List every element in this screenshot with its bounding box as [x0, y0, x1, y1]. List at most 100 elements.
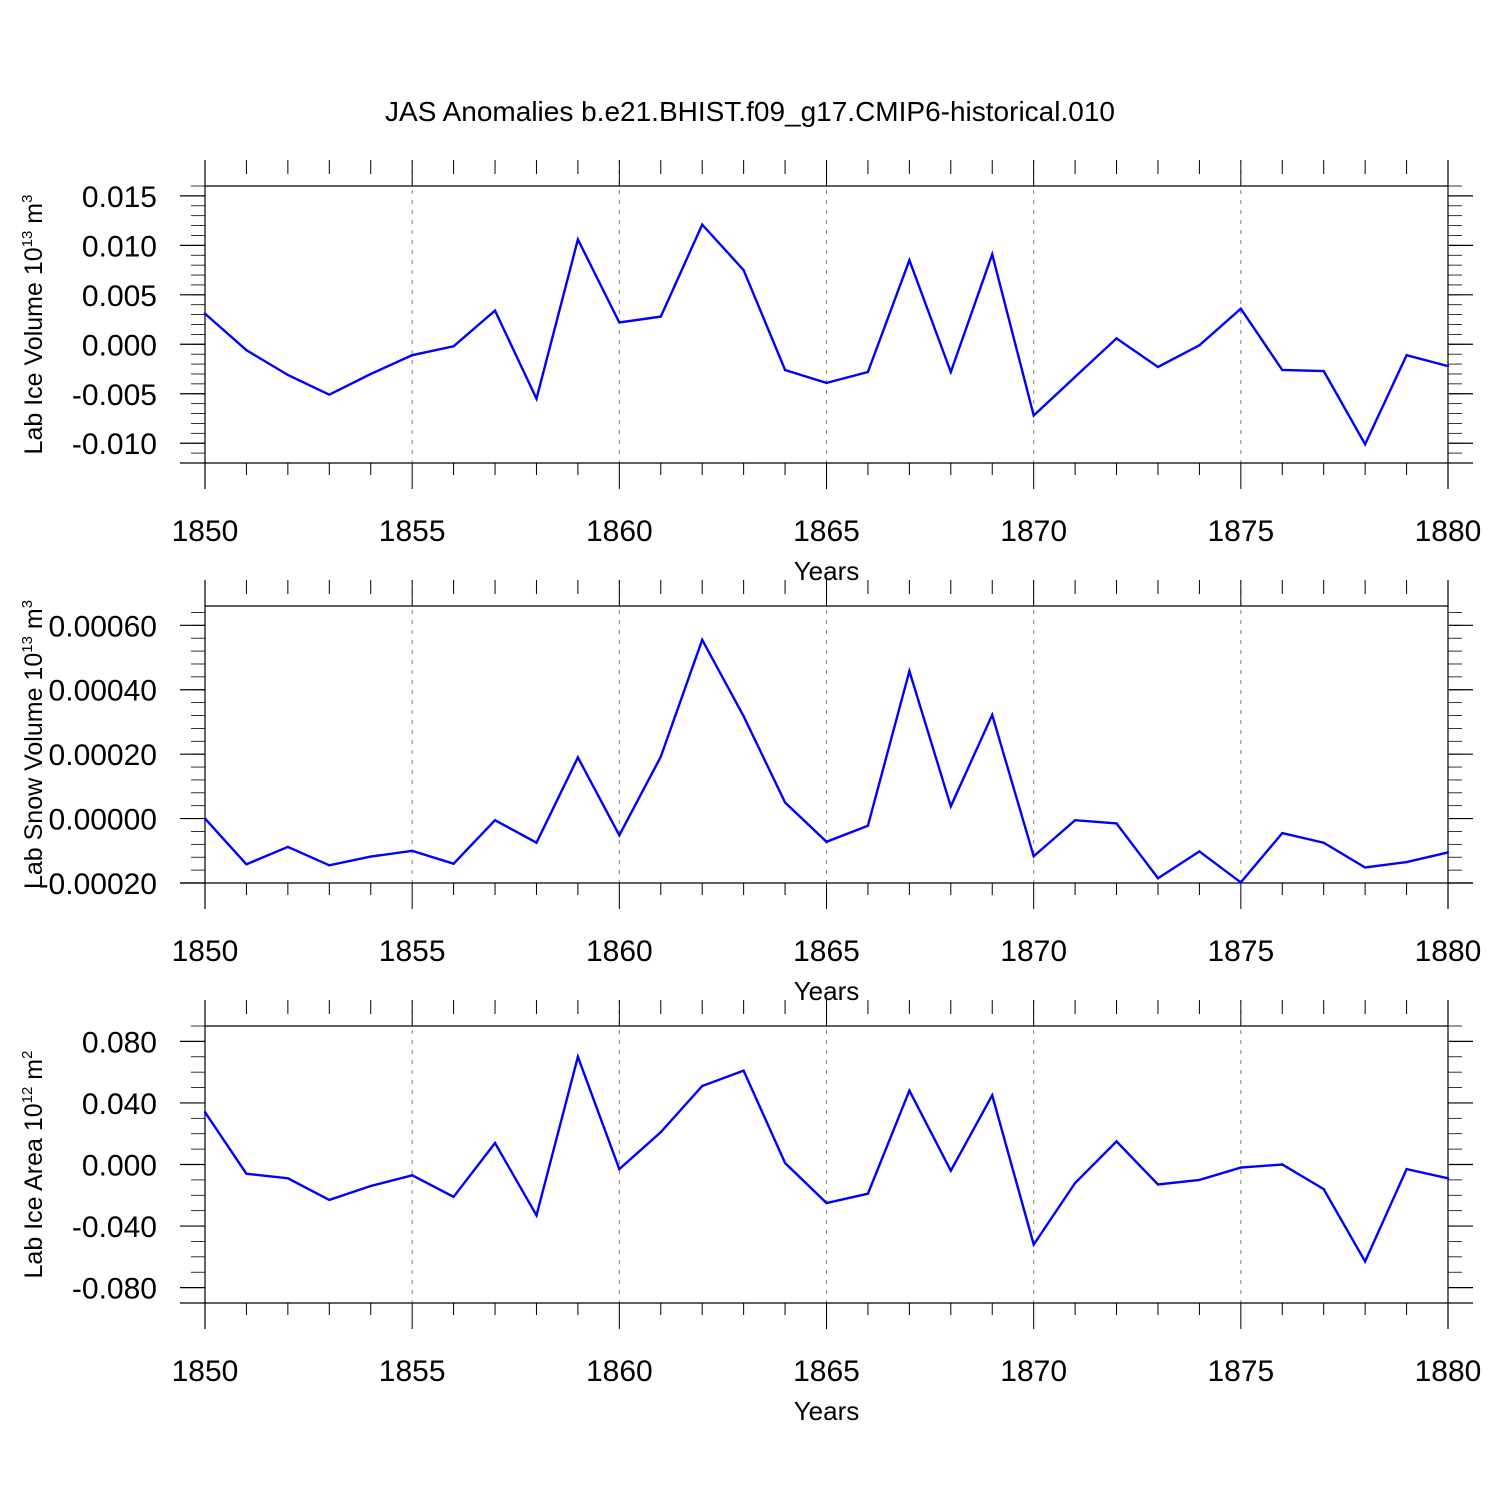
data-point [825, 1201, 828, 1205]
data-point [1032, 855, 1035, 858]
data-point [1405, 860, 1408, 864]
y-tick-label: 0.000 [82, 1150, 157, 1183]
x-tick-label: 1850 [172, 1355, 239, 1388]
data-point [1115, 337, 1118, 340]
x-tick-label: 1860 [586, 1355, 653, 1388]
x-tick-label: 1855 [379, 515, 446, 548]
data-point [1405, 1167, 1408, 1171]
data-point [286, 1177, 290, 1180]
data-point [1446, 1177, 1450, 1180]
x-axis-label: Years [794, 1396, 860, 1426]
data-point [783, 368, 787, 372]
data-point [1239, 307, 1243, 310]
data-point [452, 1195, 455, 1199]
y-axis-label: Lab Snow Volume 1013 m3 [19, 600, 48, 889]
data-point [825, 381, 828, 385]
data-point [1239, 1166, 1243, 1169]
data-point [576, 1055, 580, 1058]
x-tick-label: 1855 [379, 935, 446, 968]
data-point [659, 755, 662, 758]
data-point [1032, 1243, 1035, 1246]
x-tick-label: 1865 [793, 515, 860, 548]
data-point [328, 393, 331, 396]
data-point [991, 713, 994, 717]
data-point [618, 321, 621, 324]
x-tick-label: 1880 [1415, 935, 1482, 968]
data-point [1281, 831, 1284, 835]
data-point [1115, 822, 1118, 825]
y-tick-label: 0.040 [82, 1088, 157, 1121]
data-point [1363, 1260, 1367, 1263]
data-point [701, 1084, 704, 1088]
y-tick-label: -0.00020 [39, 868, 157, 901]
data-point [1198, 1178, 1201, 1182]
x-tick-label: 1870 [1000, 1355, 1067, 1388]
x-tick-label: 1860 [586, 515, 653, 548]
data-point [1363, 866, 1367, 869]
data-point [866, 824, 870, 827]
x-tick-label: 1870 [1000, 935, 1067, 968]
data-point [328, 1198, 331, 1202]
data-point [1322, 1187, 1325, 1191]
data-point [742, 1069, 745, 1072]
x-tick-label: 1865 [793, 935, 860, 968]
data-point [203, 817, 207, 820]
x-tick-label: 1860 [586, 935, 653, 968]
data-point [1363, 443, 1367, 446]
data-point [908, 258, 911, 262]
data-point [410, 353, 414, 357]
data-point [949, 805, 952, 808]
data-point [1281, 1163, 1284, 1166]
data-point [493, 309, 497, 312]
data-point [783, 1161, 787, 1165]
x-tick-label: 1880 [1415, 515, 1482, 548]
chart-title: JAS Anomalies b.e21.BHIST.f09_g17.CMIP6-… [385, 96, 1115, 127]
y-tick-label: 0.000 [82, 329, 157, 362]
data-point [410, 1174, 414, 1177]
data-point [991, 253, 994, 256]
data-point [783, 801, 787, 804]
data-point [452, 345, 455, 348]
data-point [991, 1094, 994, 1097]
x-tick-label: 1850 [172, 515, 239, 548]
data-point [203, 1110, 207, 1114]
data-point [576, 238, 580, 241]
data-point [535, 397, 538, 400]
data-point [825, 840, 828, 843]
data-point [866, 1192, 870, 1195]
data-point [618, 1167, 621, 1171]
y-tick-label: 0.010 [82, 230, 157, 263]
data-point [203, 312, 207, 315]
data-point [908, 669, 911, 673]
data-point [1156, 1183, 1160, 1186]
data-point [328, 864, 331, 867]
data-point [245, 349, 248, 352]
y-tick-label: 0.00000 [49, 804, 157, 837]
data-point [1281, 368, 1284, 372]
data-point [286, 373, 290, 377]
chart-panel-1: 0.015 0.010 0.005 0.000 -0.005 -0.010 1850 1855… [19, 160, 1481, 586]
data-point [1446, 851, 1450, 854]
data-point [618, 834, 621, 837]
data-point [1073, 375, 1077, 379]
data-point [1239, 881, 1243, 884]
data-point [493, 818, 497, 822]
data-point [866, 370, 870, 374]
data-point [1198, 850, 1201, 853]
x-tick-label: 1865 [793, 1355, 860, 1388]
y-tick-label: -0.040 [72, 1211, 157, 1244]
data-point [369, 855, 372, 858]
y-tick-label: 0.00060 [49, 610, 157, 643]
y-axis-label: Lab Ice Volume 1013 m3 [19, 195, 48, 455]
data-point [1322, 841, 1325, 844]
y-axis-label: Lab Ice Area 1012 m2 [19, 1051, 48, 1279]
x-tick-label: 1880 [1415, 1355, 1482, 1388]
data-point [949, 370, 952, 374]
y-tick-label: -0.005 [72, 379, 157, 412]
data-point [742, 268, 745, 272]
data-point [286, 845, 290, 849]
data-point [1405, 353, 1408, 357]
data-point [410, 849, 414, 852]
data-point [949, 1169, 952, 1172]
data-point [1115, 1140, 1118, 1143]
